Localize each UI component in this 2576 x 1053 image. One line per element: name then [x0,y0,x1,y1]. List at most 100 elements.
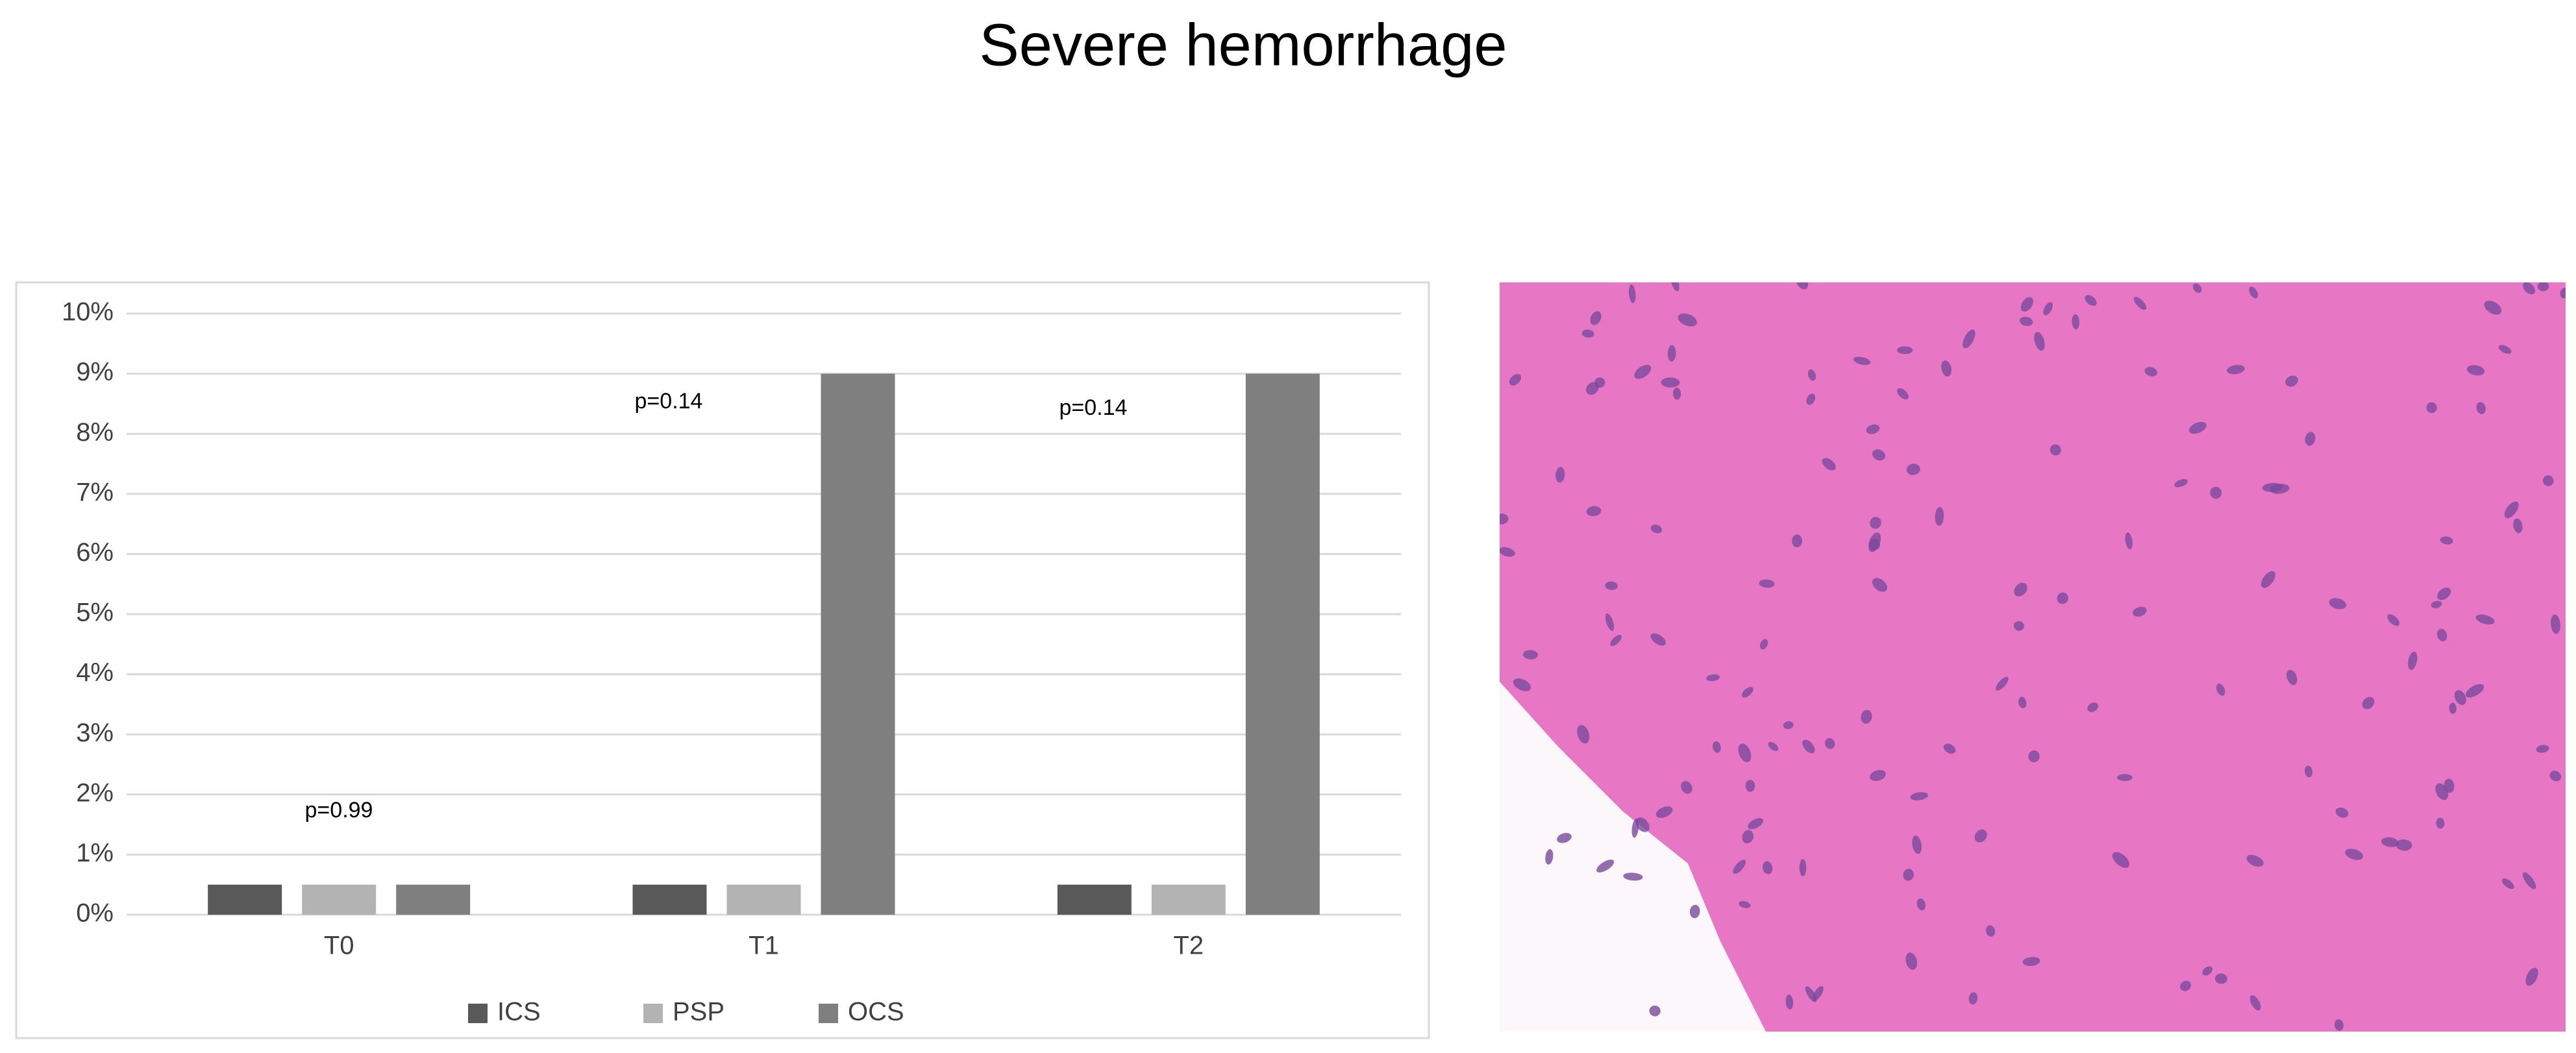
nucleus [1678,313,1698,327]
x-tick-label: T2 [1173,932,1204,960]
nucleus [2435,783,2449,800]
legend-swatch [643,1004,663,1023]
nucleus [2018,697,2027,708]
nucleus [1649,1005,1661,1017]
nucleus [1941,360,1952,377]
nucleus [2216,683,2225,696]
nucleus [2133,606,2147,617]
bar [1151,884,1226,915]
nucleus [1706,674,1720,682]
nucleus [1796,282,1809,290]
nucleus [2180,980,2191,991]
nucleus [1785,994,1794,1010]
x-tick-label: T0 [324,932,354,960]
p-value-annotation: p=0.99 [305,798,373,823]
bar [726,884,801,915]
y-tick-label: 5% [76,599,114,627]
y-tick-label: 1% [76,839,114,867]
nucleus [2020,316,2033,327]
nucleus [2440,536,2453,545]
legend-label: ICS [497,998,541,1026]
p-value-annotation: p=0.14 [635,389,703,414]
nucleus [1866,424,1880,434]
nucleus [2542,475,2554,486]
bar [302,884,377,915]
nucleus [1996,676,2009,691]
nucleus [2387,614,2400,626]
nucleus [2498,345,2512,354]
nucleus [1943,743,1956,754]
nucleus [1805,986,1817,1002]
nucleus [2014,582,2027,597]
p-value-annotation: p=0.14 [1059,395,1128,420]
bar [821,373,895,915]
nucleus [2116,774,2133,782]
nucleus [1586,506,1602,517]
nucleus [2408,651,2418,670]
nucleus [2286,669,2297,686]
nucleus [2210,486,2222,499]
nucleus [1635,817,1650,832]
nucleus [1672,388,1681,400]
nucleus [1500,514,1509,525]
nucleus [1768,741,1779,751]
y-tick-label: 7% [76,478,114,506]
nucleus [1763,861,1773,874]
nucleus [1870,517,1881,529]
nucleus [1822,458,1836,471]
nucleus [1799,859,1807,876]
nucleus [1594,377,1605,388]
nucleus [2334,1019,2344,1031]
nucleus [1853,356,1871,365]
nucleus [1513,678,1531,691]
nucleus [1910,792,1929,800]
nucleus [2335,807,2349,818]
nucleus [2022,957,2040,966]
nucleus [2202,966,2213,976]
nucleus [1916,898,1926,911]
nucleus [2050,444,2061,456]
nucleus [2249,995,2261,1011]
bar [632,884,707,915]
nucleus [1906,464,1920,475]
nucleus [2188,421,2207,434]
nucleus [2436,817,2445,829]
nucleus [2072,314,2079,330]
nucleus [2437,628,2447,641]
nucleus [2028,750,2040,763]
nucleus [2305,432,2316,446]
nucleus [2249,286,2259,299]
nucleus [2043,302,2053,316]
nucleus [2426,402,2437,414]
nucleus [2262,482,2283,492]
nucleus [2362,697,2375,710]
nucleus [1806,393,1816,405]
histology-image [1500,282,2566,1032]
nucleus [1760,639,1768,650]
nucleus [2522,872,2536,889]
nucleus [2476,402,2486,414]
chart-frame [15,281,1430,1039]
nucleus [1742,687,1753,698]
nucleus [1897,388,1909,400]
x-tick-label: T1 [749,932,779,960]
nucleus [2513,518,2523,534]
nucleus [2174,478,2188,488]
nucleus [1605,613,1615,631]
nucleus [2329,598,2347,610]
nucleus [2133,297,2147,310]
chart-title: Severe hemorrhage [979,12,1507,78]
nucleus [1985,925,1996,937]
nucleus [1759,579,1775,588]
nucleus [2381,837,2399,847]
nucleus [2227,365,2245,375]
nucleus [2057,592,2068,604]
nucleus [1872,449,1886,461]
nucleus [1577,725,1590,744]
nucleus [2523,282,2536,295]
nucleus [1590,311,1602,325]
bar [1057,884,1132,915]
nucleus [1903,869,1914,881]
